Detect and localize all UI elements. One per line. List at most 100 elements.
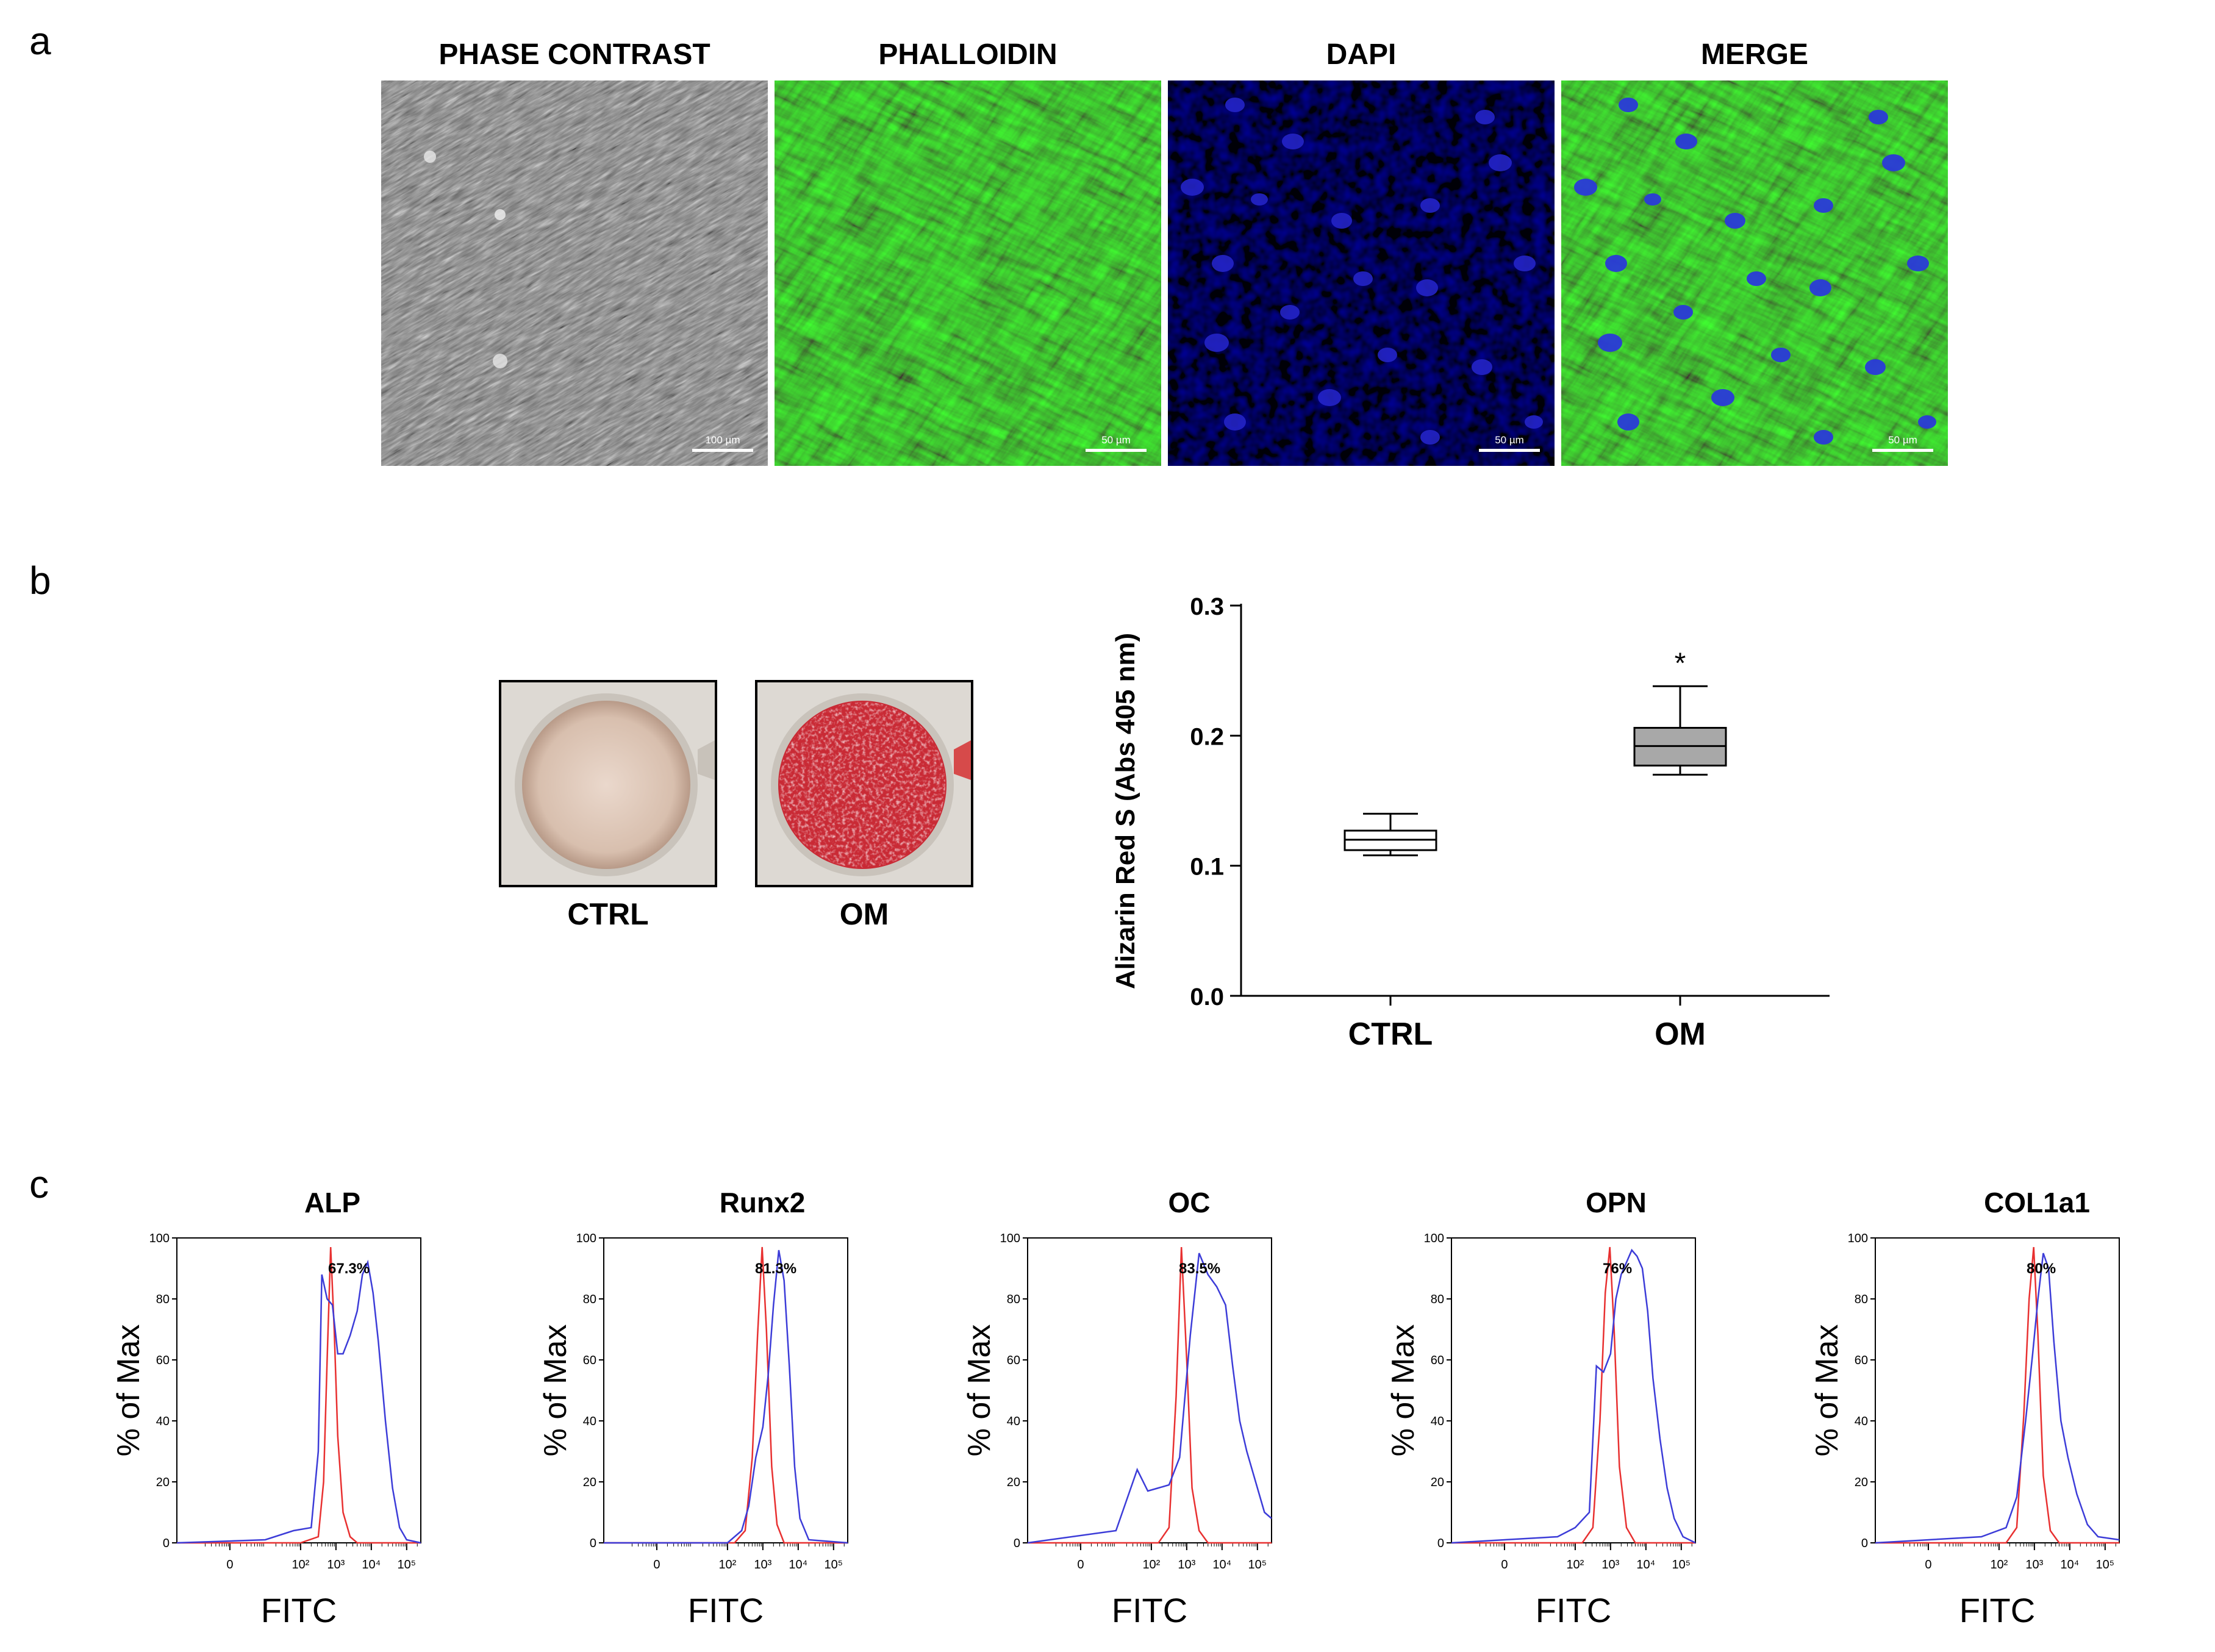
alizarin-box-plot: Alizarin Red S (Abs 405 nm) 0.0 0.1 0.2 0.3… [1111,593,1830,1052]
phase-scale-label: 100 µm [705,434,740,446]
significance-asterisk: * [1675,647,1686,679]
y-tick-label: 80 [1855,1293,1868,1306]
histogram-title: Runx2 [720,1187,806,1218]
phase-scale-bar [692,449,753,452]
y-tick-label: 100 [149,1232,170,1245]
x-tick-label: 0 [1077,1558,1084,1572]
x-tick-label: 10⁵ [1672,1558,1691,1572]
phalloidin-title: PHALLOIDIN [878,38,1057,71]
dapi-scale-label: 50 µm [1495,434,1524,446]
y-tick-label: 40 [1431,1415,1444,1428]
y-tick-label: 0 [590,1537,596,1550]
positive-percent: 80% [2027,1260,2056,1277]
x-axis-label: FITC [261,1591,337,1629]
isotype-control-curve [177,1246,421,1544]
x-tick-label: 10³ [2025,1558,2043,1572]
dapi-title: DAPI [1326,38,1397,71]
plot-frame [1027,1237,1272,1543]
phalloidin-texture [775,80,1161,466]
y-axis-label: % of Max [111,1325,146,1457]
merge-title: MERGE [1700,38,1808,71]
positive-percent: 83.5% [1179,1260,1220,1277]
panel-c-letter: c [29,1162,49,1206]
x-tick-label: 10³ [754,1558,771,1572]
om-dish-label: OM [839,897,889,931]
histogram-oc: OC 0 20 40 60 80 100 0 10² 10³ 10⁴ 10⁵ 83.5% % of Max… [962,1187,1272,1629]
isotype-control-curve [1451,1246,1695,1544]
x-tick-label: 10⁵ [1248,1558,1267,1572]
y-tick-label: 80 [1431,1293,1444,1306]
phase-contrast-image: 100 µm [381,80,768,466]
x-category-label: OM [1655,1017,1706,1052]
merge-scale-label: 50 µm [1888,434,1917,446]
y-tick-label: 0.3 [1190,593,1224,620]
panel-a-letter: a [29,19,51,63]
x-tick-label: 10² [1566,1558,1584,1572]
box-plot-ylabel: Alizarin Red S (Abs 405 nm) [1111,633,1140,989]
x-tick-label: 0 [653,1558,660,1572]
y-tick-label: 60 [583,1354,596,1367]
y-tick-label: 60 [1431,1354,1444,1367]
phalloidin-scale-bar [1086,449,1147,452]
stained-sample-curve [1027,1253,1272,1544]
x-tick-label: 10³ [1601,1558,1619,1572]
x-axis-label: FITC [1112,1591,1187,1629]
x-tick-label: 0 [226,1558,233,1572]
positive-percent: 81.3% [755,1260,796,1277]
dapi-scale-bar [1479,449,1540,452]
positive-percent: 76% [1603,1260,1632,1277]
x-tick-label: 0 [1501,1558,1508,1572]
x-tick-label: 10⁴ [362,1558,381,1572]
x-tick-label: 10⁵ [825,1558,843,1572]
y-tick-label: 60 [1855,1354,1868,1367]
phase-contrast-texture [381,80,768,466]
y-tick-label: 100 [576,1232,596,1245]
plot-frame [603,1237,848,1543]
x-tick-label: 10² [718,1558,736,1572]
dapi-image: 50 µm [1168,80,1555,466]
dapi-texture [1168,80,1555,466]
histogram-col1a1: COL1a1 0 20 40 60 80 100 0 10² 10³ 10⁴ 10⁵ 80% % of M… [1809,1187,2120,1629]
x-tick-label: 10⁵ [398,1558,417,1572]
histogram-title: COL1a1 [1984,1187,2090,1218]
stained-sample-curve [1875,1253,2120,1544]
x-tick-label: 10² [1142,1558,1160,1572]
y-tick-label: 0 [163,1537,170,1550]
histogram-title: OPN [1586,1187,1647,1218]
y-tick-label: 20 [583,1476,596,1489]
x-tick-label: 10⁴ [2060,1558,2079,1572]
y-tick-label: 0.1 [1190,854,1224,881]
y-tick-label: 40 [1007,1415,1020,1428]
x-tick-label: 10⁴ [789,1558,807,1572]
y-tick-label: 20 [1855,1476,1868,1489]
y-tick-label: 100 [1424,1232,1444,1245]
y-tick-label: 100 [1848,1232,1868,1245]
ctrl-dish-graphic [501,682,715,885]
plot-frame [176,1237,421,1543]
merge-texture [1561,80,1948,466]
y-tick-label: 40 [583,1415,596,1428]
y-tick-label: 100 [1000,1232,1020,1245]
panel-b-letter: b [29,559,51,603]
y-tick-label: 0 [1861,1537,1868,1550]
y-tick-label: 0 [1014,1537,1020,1550]
y-tick-label: 0.2 [1190,723,1224,750]
y-axis-label: % of Max [1386,1325,1421,1457]
ctrl-dish-label: CTRL [567,897,649,931]
phase-contrast-title: PHASE CONTRAST [438,38,710,71]
isotype-control-curve [1875,1246,2119,1544]
histogram-alp: ALP 0 20 40 60 80 100 0 10² 10³ 10⁴ 10⁵ 67.3% % of Ma… [111,1187,421,1629]
x-tick-label: 10³ [327,1558,345,1572]
histogram-title: OC [1168,1187,1211,1218]
y-tick-label: 40 [156,1415,170,1428]
om-dish-graphic [757,682,971,885]
ctrl-dish-photo [499,680,717,887]
phalloidin-image: 50 µm [775,80,1161,466]
x-tick-label: 10⁴ [1636,1558,1655,1572]
y-axis-label: % of Max [962,1325,997,1457]
y-tick-label: 20 [156,1476,170,1489]
y-tick-label: 80 [1007,1293,1020,1306]
positive-percent: 67.3% [328,1260,370,1277]
y-tick-label: 80 [156,1293,170,1306]
plot-frame [1451,1237,1696,1543]
